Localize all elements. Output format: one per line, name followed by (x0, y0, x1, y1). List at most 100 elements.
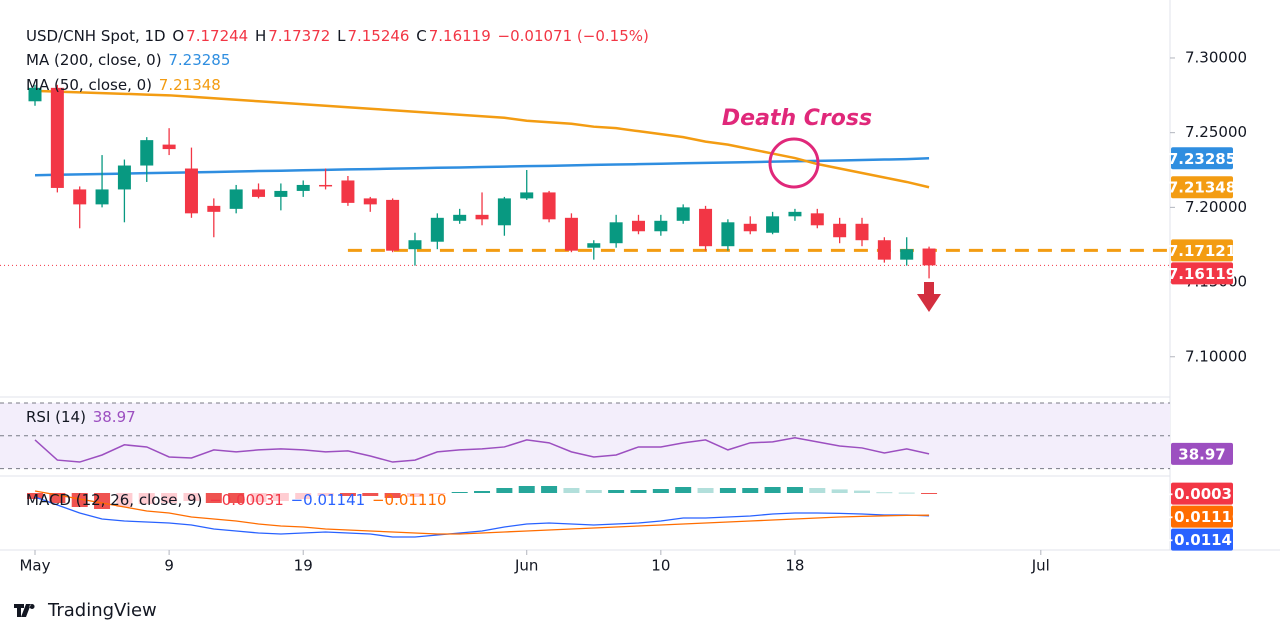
value: −0.01141 (290, 491, 366, 509)
x-tick-label: Jun (514, 557, 538, 575)
histogram-bar (205, 493, 222, 503)
layers: 7.300007.250007.200007.150007.10000May91… (0, 48, 1247, 575)
candle-body (363, 198, 377, 205)
candle-body (810, 213, 824, 226)
legend-macd: MACD (12, 26, close, 9) −0.00031 −0.0114… (26, 491, 449, 509)
histogram-bar (429, 493, 446, 494)
candle-body (520, 192, 534, 199)
candle-body (654, 220, 668, 232)
price-tag (1171, 505, 1233, 528)
histogram-bar (697, 488, 714, 493)
logo (14, 604, 35, 617)
candle-body (184, 168, 198, 214)
histogram-bar (250, 493, 267, 502)
price-tag-label: −0.00031 (1162, 485, 1243, 503)
candle-body (743, 223, 757, 232)
value: −0.00031 (209, 491, 284, 509)
histogram-bar (518, 486, 535, 493)
candle-body (855, 223, 869, 241)
histogram-bar (339, 493, 356, 496)
candle-body (162, 144, 176, 150)
candle-body (699, 208, 713, 247)
macd-line (34, 496, 930, 538)
histogram-bar (71, 493, 88, 507)
y-tick-label: 7.25000 (1185, 123, 1247, 141)
histogram-bar (898, 492, 915, 494)
price-tag-label: 7.23285 (1168, 150, 1236, 168)
x-tick-label: 10 (651, 557, 670, 575)
histogram-bar (742, 488, 759, 493)
price-tag-label: 7.16119 (1168, 265, 1236, 283)
legend-main: USD/CNH Spot, 1D O 7.17244 H 7.17372 L 7.15… (26, 27, 651, 45)
x-tick-label: 19 (294, 557, 313, 575)
value: 7.17244 (186, 27, 249, 45)
price-tag-label: −0.01110 (1162, 508, 1243, 526)
x-tick-label: 18 (785, 557, 804, 575)
histogram-bar (317, 493, 334, 496)
histogram-bar (451, 492, 468, 493)
histogram-bar (563, 488, 580, 493)
price-tag (1171, 239, 1233, 262)
candle-body (95, 189, 109, 205)
histogram-bar (585, 490, 602, 493)
annotation: Death Cross (722, 106, 872, 131)
label: C (416, 27, 427, 45)
price-tag-label: 38.97 (1178, 445, 1225, 463)
label: MACD (12, 26, close, 9) (26, 491, 203, 509)
candle-body (542, 192, 556, 220)
candle-body (922, 248, 936, 266)
price-tag (1171, 147, 1233, 170)
value: 7.23285 (168, 51, 231, 69)
candle-body (408, 240, 422, 250)
price-tag (1171, 442, 1233, 465)
histogram-bar (138, 493, 155, 504)
candle-body (587, 243, 601, 248)
histogram-bar (921, 493, 938, 494)
y-tick-label: 7.10000 (1185, 347, 1247, 365)
histogram-bar (116, 493, 133, 507)
value: 7.17372 (268, 27, 331, 45)
histogram-bar (161, 493, 178, 503)
candle-body (386, 199, 400, 251)
label: MA (200, close, 0) (26, 51, 162, 69)
candle-body (766, 216, 780, 233)
price-tag (1171, 482, 1233, 505)
histogram-bar (295, 493, 312, 499)
candle-body (319, 184, 333, 187)
brand: TradingView (47, 600, 157, 621)
histogram-bar (474, 491, 491, 493)
label: H (254, 27, 267, 45)
candle-body (564, 217, 578, 251)
label: RSI (14) (26, 408, 86, 426)
histogram-bar (49, 493, 66, 503)
histogram-bar (608, 490, 625, 493)
candle-body (28, 87, 42, 102)
histogram-bar (786, 487, 803, 493)
candle-body (497, 198, 511, 226)
value: 38.97 (92, 408, 136, 426)
candle-body (341, 180, 355, 203)
candle-body (676, 207, 690, 221)
x-tick-label: Jul (1031, 557, 1050, 575)
macd-line (34, 490, 930, 535)
candle-body (73, 189, 87, 205)
histogram-bar (183, 493, 200, 501)
histogram-bar (272, 493, 289, 501)
legend-ma200: MA (200, close, 0) 7.23285 (26, 51, 232, 69)
price-tag (1171, 262, 1233, 285)
moving-average (34, 157, 930, 177)
value: −0.01110 (371, 491, 447, 509)
candle-body (430, 217, 444, 242)
candle-body (296, 184, 310, 191)
label: MA (50, close, 0) (26, 76, 153, 94)
legend-ma50: MA (50, close, 0) 7.21348 (26, 76, 223, 94)
histogram-bar (809, 488, 826, 493)
histogram-bar (384, 493, 401, 498)
y-tick-label: 7.30000 (1185, 48, 1247, 66)
candle-body (207, 205, 221, 212)
candle-body (252, 189, 266, 197)
label: O (172, 27, 185, 45)
candle-body (833, 223, 847, 238)
histogram-bar (27, 493, 44, 499)
